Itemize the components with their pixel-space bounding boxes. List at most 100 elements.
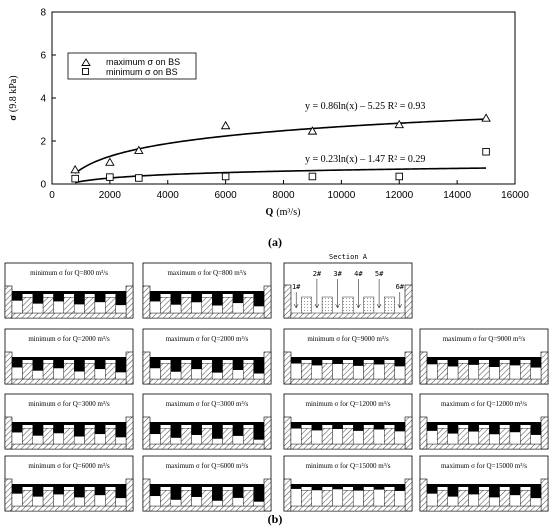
stress-fill [447,358,459,367]
stress-fill [468,358,479,365]
panel-title: maximum σ for Q=12000 m³/s [441,400,527,408]
pier [22,297,33,314]
section-a-title: Section A [329,253,368,261]
stress-fill [311,485,323,491]
base-slab [11,443,127,450]
stress-fill [232,358,244,370]
stress-fill [150,423,161,435]
stress-fill [489,423,500,435]
stress-fill [170,485,182,500]
arrow-down-icon [397,303,403,309]
stress-fill [12,358,23,368]
stress-fill [373,358,385,365]
bay-label: 1# [292,283,301,291]
side-wall [404,416,413,450]
pier [437,490,448,507]
side-wall [283,351,292,385]
stress-fill [115,485,126,499]
pier [384,296,395,314]
pier [222,363,234,380]
pier [201,297,213,314]
top-deck [150,484,264,487]
stress-fill [191,358,202,370]
pier [22,363,33,380]
bay-label: 4# [354,270,363,278]
base-slab [290,312,406,319]
chart-panel-b: minimum σ for Q=800 m³/s maximum σ for Q=… [4,253,549,512]
section-panel: maximum σ for Q=3000 m³/s [142,393,272,450]
panel-title: maximum σ for Q=2000 m³/s [166,335,249,343]
top-deck [12,484,126,487]
section-panel: maximum σ for Q=15000 m³/s [419,455,549,512]
stress-fill [509,358,521,366]
side-wall [419,478,428,512]
section-panel: minimum σ for Q=2000 m³/s [4,328,134,385]
pier [478,428,490,445]
stress-fill [212,423,223,439]
point-min [106,173,114,181]
pier [520,490,531,507]
point-max [220,120,231,130]
pier [321,363,333,380]
stress-fill [394,358,405,367]
pier [84,490,96,507]
side-wall [419,416,428,450]
pier [499,363,511,380]
stress-fill [94,423,106,435]
stress-fill [53,358,64,369]
pier [42,428,54,445]
pier [363,296,375,314]
base-slab [149,505,265,512]
pier [160,297,171,314]
point-max [105,157,115,166]
arrow-down-icon [356,303,361,309]
side-wall [283,478,292,512]
pier [63,363,75,380]
side-wall [4,285,13,319]
legend-square-icon [82,68,89,75]
stress-fill [191,485,202,497]
base-slab [426,443,542,450]
stress-fill [353,485,364,491]
stress-fill [32,423,44,436]
x-tick-label: 16000 [501,190,529,201]
stress-fill [212,485,223,501]
stress-fill [332,485,343,490]
x-tick-label: 4000 [157,190,180,201]
y-tick-label: 8 [40,8,46,19]
side-wall [263,285,272,319]
stress-fill [232,423,244,436]
panel-title: maximum σ for Q=6000 m³/s [166,462,249,470]
base-slab [290,378,406,385]
stress-fill [427,485,438,494]
base-slab [426,505,542,512]
y-axis-ticks: 0 2 4 6 8 [40,8,56,191]
stress-fill [291,423,302,429]
panel-title: minimum σ for Q=9000 m³/s [307,335,389,343]
stress-fill [530,485,541,499]
pier [105,490,116,507]
stress-fill [373,485,385,490]
side-wall [142,285,151,319]
pier [363,363,375,380]
base-slab [11,378,127,385]
stress-fill [170,423,182,438]
stress-fill [332,358,343,364]
stress-fill [253,423,264,440]
top-deck [150,422,264,425]
stress-fill [150,358,161,369]
top-deck [427,484,541,487]
stress-fill [12,423,23,433]
stress-fill [353,358,364,366]
stress-fill [530,358,541,368]
stress-fill [115,423,126,438]
point-max [394,119,405,129]
chart-panel-a: 0 2 4 6 8 0 2000 4000 6000 8000 10000 12000 14000 16… [8,8,529,250]
pier [22,490,33,507]
pier [243,363,254,380]
x-tick-label: 2000 [99,190,122,201]
base-slab [149,443,265,450]
pier [301,296,312,314]
pier [499,490,511,507]
point-min [482,147,490,156]
